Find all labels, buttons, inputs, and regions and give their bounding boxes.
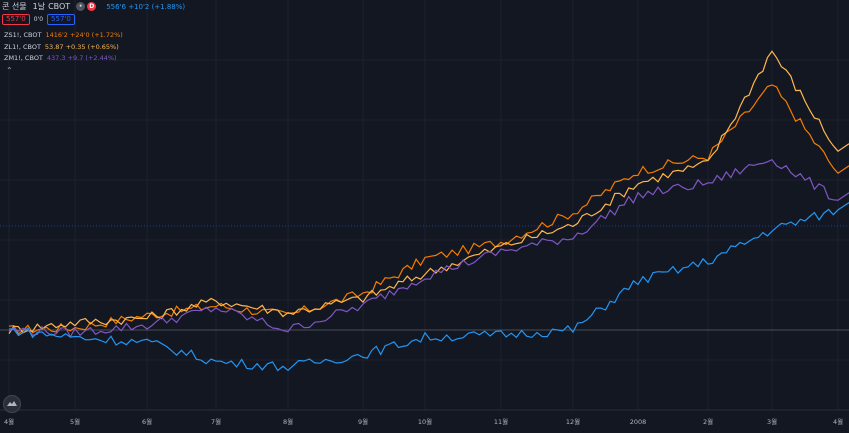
chart-header: 콘 선물 1날 CBOT • D 556'6 +10'2 (+1.88%)	[2, 1, 185, 12]
legend-name: ZM1!, CBOT	[4, 54, 43, 62]
quote-bar: 557'0 0'0 557'0	[2, 14, 75, 25]
x-tick-label: 12월	[566, 417, 580, 426]
x-tick-label: 8월	[283, 417, 293, 426]
sell-button[interactable]: 557'0	[2, 14, 30, 25]
series-line	[9, 202, 849, 372]
x-tick-label: 11월	[494, 417, 508, 426]
exchange-label: CBOT	[48, 2, 71, 11]
x-tick-label: 6월	[142, 417, 152, 426]
buy-button[interactable]: 557'0	[47, 14, 75, 25]
legend-value: 1416'2 +24'0 (+1.72%)	[45, 31, 123, 39]
series-line	[8, 158, 849, 339]
legend-name: ZS1!, CBOT	[4, 31, 42, 39]
legend-item-zl[interactable]: ZL1!, CBOT 53.87 +0.35 (+0.65%)	[4, 43, 119, 51]
tradingview-logo-icon[interactable]	[3, 395, 21, 413]
legend-value: 437.3 +9.7 (+2.44%)	[46, 54, 117, 62]
x-tick-label: 4월	[833, 417, 843, 426]
legend-name: ZL1!, CBOT	[4, 43, 41, 51]
series-line	[8, 50, 849, 335]
x-tick-label: 10월	[418, 417, 432, 426]
legend-item-zm[interactable]: ZM1!, CBOT 437.3 +9.7 (+2.44%)	[4, 54, 117, 62]
x-tick-label: 7월	[211, 417, 221, 426]
x-tick-label: 2월	[703, 417, 713, 426]
x-tick-label: 2008	[630, 418, 647, 426]
legend-value: 53.87 +0.35 (+0.65%)	[44, 43, 119, 51]
x-tick-label: 4월	[4, 417, 14, 426]
spread-value: 0'0	[33, 16, 44, 23]
series-line	[8, 84, 849, 335]
delayed-data-icon[interactable]: D	[87, 2, 97, 11]
interval-label[interactable]: 1날	[32, 2, 46, 11]
legend-item-zs[interactable]: ZS1!, CBOT 1416'2 +24'0 (+1.72%)	[4, 31, 123, 39]
market-status-icon[interactable]: •	[76, 2, 86, 11]
x-tick-label: 3월	[767, 417, 777, 426]
x-tick-label: 5월	[70, 417, 80, 426]
last-price: 556'6 +10'2 (+1.88%)	[106, 2, 186, 11]
collapse-legend-icon[interactable]: ⌃	[6, 66, 13, 75]
x-tick-label: 9월	[358, 417, 368, 426]
symbol-title[interactable]: 콘 선물	[2, 2, 27, 11]
